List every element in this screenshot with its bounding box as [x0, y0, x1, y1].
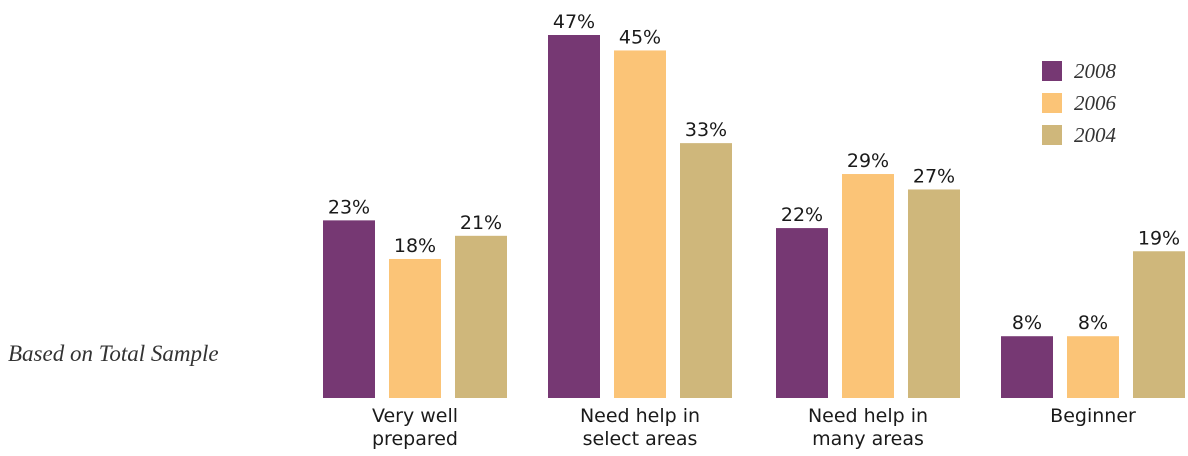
value-label-2004-0: 21% — [460, 212, 502, 234]
bar-2006-0 — [389, 258, 441, 398]
value-label-2008-2: 22% — [781, 204, 823, 226]
bar-2006-1 — [614, 50, 666, 398]
bar-2008-3 — [1001, 336, 1053, 398]
value-label-2004-1: 33% — [685, 119, 727, 141]
value-label-2004-2: 27% — [913, 165, 955, 187]
legend-label-2006: 2006 — [1074, 91, 1117, 115]
bar-2004-3 — [1133, 251, 1185, 398]
category-label-0-1: prepared — [372, 428, 458, 450]
legend-label-2008: 2008 — [1074, 59, 1117, 83]
bars-layer: 23% 18% 21% 47% 45% 33% 22% 29% 27% 8% 8% 19% — [323, 11, 1185, 398]
legend-swatch-2006 — [1042, 93, 1062, 113]
value-label-2008-0: 23% — [328, 196, 370, 218]
category-label-1-1: select areas — [583, 428, 698, 450]
value-label-2006-0: 18% — [394, 235, 436, 257]
bar-2008-2 — [776, 228, 828, 398]
value-label-2006-2: 29% — [847, 150, 889, 172]
value-label-2008-1: 47% — [553, 11, 595, 33]
bar-2004-0 — [455, 235, 507, 398]
category-label-2-1: many areas — [812, 428, 924, 450]
category-label-1-0: Need help in — [580, 405, 700, 427]
bar-2004-1 — [680, 143, 732, 398]
category-label-0-0: Very well — [372, 405, 458, 427]
bar-2006-3 — [1067, 336, 1119, 398]
legend-swatch-2004 — [1042, 125, 1062, 145]
bar-2004-2 — [908, 189, 960, 398]
legend-label-2004: 2004 — [1074, 123, 1117, 147]
value-label-2006-3: 8% — [1078, 312, 1108, 334]
legend-swatch-2008 — [1042, 61, 1062, 81]
category-label-2-0: Need help in — [808, 405, 928, 427]
bar-2006-2 — [842, 174, 894, 398]
bar-2008-1 — [548, 35, 600, 398]
bar-2008-0 — [323, 220, 375, 398]
category-label-3-0: Beginner — [1050, 405, 1136, 427]
legend: 2008 2006 2004 — [1042, 59, 1117, 147]
value-label-2008-3: 8% — [1012, 312, 1042, 334]
value-label-2006-1: 45% — [619, 26, 661, 48]
value-label-2004-3: 19% — [1138, 227, 1180, 249]
sample-note: Based on Total Sample — [8, 341, 219, 366]
